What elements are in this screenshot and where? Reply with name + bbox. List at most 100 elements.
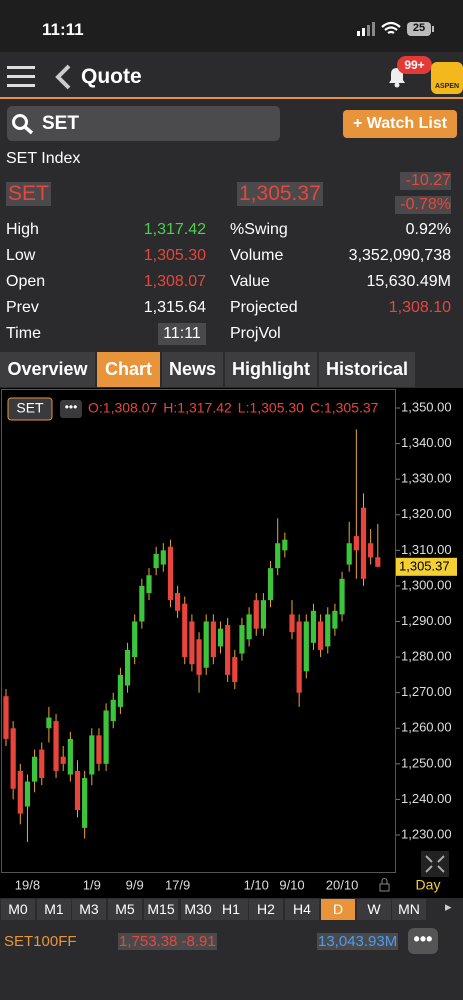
- candle-body: [289, 614, 295, 633]
- candle-body: [267, 568, 274, 601]
- candle-body: [60, 756, 66, 764]
- timeframe-button[interactable]: M15: [144, 899, 178, 920]
- x-tick-label: 9/10: [279, 877, 304, 892]
- period-label: Day: [416, 877, 441, 893]
- candle-body: [96, 735, 102, 764]
- stat-label: Low: [6, 247, 36, 264]
- ticker-volume: 13,043.93M: [317, 933, 399, 950]
- tab[interactable]: Highlight: [225, 352, 317, 387]
- stat-label: Volume: [230, 247, 284, 264]
- candle-body: [260, 600, 266, 629]
- candle-body: [82, 778, 88, 828]
- ohlc-item: C:1,305.37: [310, 400, 379, 416]
- candle-body: [189, 621, 195, 665]
- timeframe-button[interactable]: M5: [108, 899, 142, 920]
- y-tick-label: 1,240.00: [401, 791, 452, 806]
- y-tick-label: 1,330.00: [401, 471, 452, 486]
- candle-body: [196, 639, 202, 675]
- tab[interactable]: Chart: [97, 352, 160, 387]
- candle-body: [203, 621, 209, 668]
- stat-label: Open: [6, 273, 46, 290]
- nav-icons: [7, 64, 71, 90]
- search-icon: [12, 114, 34, 135]
- battery-level: 25: [412, 22, 426, 34]
- candle-body: [318, 621, 324, 650]
- back-button[interactable]: [55, 64, 71, 90]
- candle-body: [160, 550, 166, 565]
- candle-body: [146, 575, 152, 594]
- candle-body: [74, 770, 81, 811]
- candle-body: [296, 621, 302, 693]
- stat-value: 1,317.42: [143, 221, 206, 238]
- logo[interactable]: [431, 62, 463, 94]
- watch-list-button[interactable]: + Watch List: [343, 110, 457, 138]
- timeframe-button[interactable]: H1: [214, 899, 248, 920]
- tab[interactable]: Historical: [319, 352, 415, 387]
- timeframe-button[interactable]: M1: [37, 899, 71, 920]
- candlestick-chart: 1,230.00 1,240.00 1,250.00 1,260.00 1,270.00…: [0, 388, 463, 898]
- candle-body: [32, 756, 38, 782]
- stat-label: Value: [230, 273, 270, 290]
- candle-body: [139, 585, 145, 622]
- change-percent: -0.78%: [395, 196, 451, 214]
- candle-body: [153, 553, 159, 569]
- stat-label: High: [6, 221, 39, 238]
- x-tick-label: 19/8: [15, 877, 40, 892]
- symbol-label: SET: [16, 400, 44, 416]
- notification-badge: 99+: [397, 56, 432, 74]
- y-tick-label: 1,340.00: [401, 435, 452, 450]
- tab[interactable]: News: [162, 352, 223, 387]
- lock-icon: [379, 878, 390, 892]
- candle-body: [67, 738, 73, 775]
- index-name: SET Index: [6, 150, 81, 167]
- y-tick-label: 1,310.00: [401, 542, 452, 557]
- logo-text: ASPEN: [434, 83, 460, 90]
- x-tick-label: 1/9: [83, 877, 101, 892]
- candle-body: [332, 610, 338, 629]
- candle-body: [360, 507, 367, 579]
- expand-icon: [425, 855, 445, 873]
- x-tick-label: 1/10: [244, 877, 269, 892]
- ohlc-item: L:1,305.30: [238, 400, 304, 416]
- candle-body: [239, 625, 245, 654]
- stat-label: Projected: [230, 299, 298, 316]
- candle-body: [46, 717, 52, 729]
- timeframe-button[interactable]: MN: [392, 899, 426, 920]
- candle-body: [275, 543, 281, 569]
- more-button: [60, 400, 82, 418]
- candle-body: [368, 543, 374, 558]
- candle-body: [103, 710, 109, 764]
- stat-value: 1,308.07: [143, 273, 206, 290]
- ohlc-item: H:1,317.42: [163, 400, 232, 416]
- scroll-arrow[interactable]: ▸: [445, 899, 452, 914]
- tab[interactable]: Overview: [0, 352, 95, 387]
- page-title: Quote: [81, 65, 142, 88]
- menu-button[interactable]: [7, 66, 35, 69]
- y-tick-label: 1,320.00: [401, 506, 452, 521]
- timeframe-button[interactable]: H4: [285, 899, 319, 920]
- timeframe-button[interactable]: H2: [249, 899, 283, 920]
- symbol-badge: [7, 397, 53, 421]
- nav-bar: [0, 52, 463, 99]
- candle-body: [310, 610, 317, 643]
- timeframe-button[interactable]: M30: [181, 899, 215, 920]
- candle-body: [117, 674, 123, 707]
- more-button[interactable]: •••: [408, 928, 438, 954]
- timeframe-button[interactable]: D: [321, 899, 355, 920]
- more-dots: •••: [65, 400, 78, 414]
- x-tick-label: 20/10: [326, 877, 359, 892]
- candle-body: [39, 749, 45, 779]
- timeframe-button[interactable]: M0: [1, 899, 35, 920]
- candle-body: [353, 536, 359, 551]
- search-box[interactable]: [7, 106, 280, 141]
- candle-body: [339, 578, 345, 615]
- timeframe-button[interactable]: W: [357, 899, 391, 920]
- candle-body: [175, 593, 181, 611]
- y-tick-label: 1,250.00: [401, 755, 452, 770]
- stat-value: 1,315.64: [143, 299, 206, 316]
- candle-body: [282, 539, 288, 551]
- candle-body: [132, 621, 138, 658]
- candle-body: [24, 781, 31, 807]
- change: -10.27: [400, 172, 451, 190]
- timeframe-button[interactable]: M3: [72, 899, 106, 920]
